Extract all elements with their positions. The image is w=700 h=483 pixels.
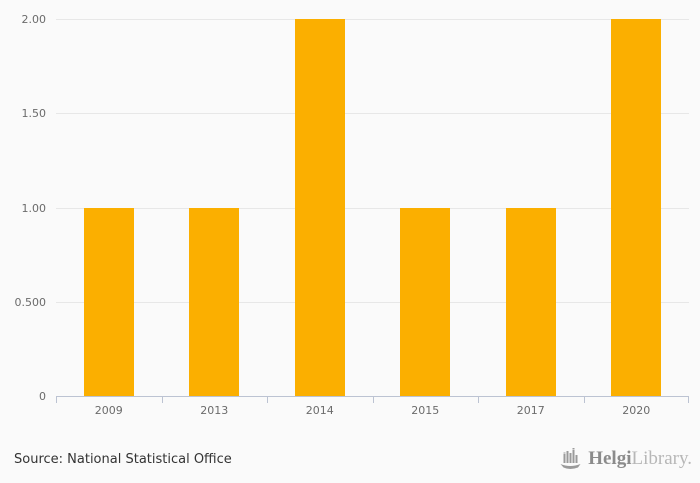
helgi-ship-bar-chart-icon <box>560 448 581 469</box>
bar-2020 <box>611 19 662 396</box>
x-axis-tick <box>478 396 479 403</box>
gridline-0.500 <box>56 301 689 303</box>
bar-2009 <box>83 207 134 396</box>
gridline-2.00 <box>56 19 689 20</box>
x-axis-tick <box>267 396 268 403</box>
x-axis-tick <box>56 396 57 403</box>
helgi-library-logo: HelgiLibrary. <box>559 446 692 472</box>
logo-text-secondary: Library. <box>631 448 693 469</box>
x-tick-label-2015: 2015 <box>411 404 440 417</box>
gridline-1.50 <box>56 113 689 115</box>
y-tick-label-2.00: 2.00 <box>21 13 47 26</box>
bar-2013 <box>189 207 240 396</box>
y-tick-label-0.500: 0.500 <box>14 295 47 309</box>
x-tick-label-2013: 2013 <box>200 404 229 417</box>
source-label: Source: National Statistical Office <box>14 452 232 467</box>
y-tick-label-1.00: 1.00 <box>21 201 47 215</box>
x-axis-tick <box>688 396 689 403</box>
logo-wordmark: HelgiLibrary. <box>588 446 692 472</box>
y-tick-label-0: 0 <box>39 390 46 403</box>
x-tick-label-2009: 2009 <box>94 404 123 417</box>
gridline-1.00 <box>56 207 689 209</box>
x-axis-tick <box>372 396 374 403</box>
x-axis-tick <box>161 396 163 403</box>
y-tick-label-1.50: 1.50 <box>21 107 47 121</box>
logo-text-primary: Helgi <box>588 448 632 469</box>
x-tick-label-2014: 2014 <box>305 404 334 417</box>
x-axis-tick <box>583 396 585 403</box>
x-tick-label-2017: 2017 <box>516 404 545 417</box>
bar-2014 <box>294 19 345 396</box>
x-tick-label-2020: 2020 <box>622 404 651 417</box>
bar-2017 <box>505 207 556 396</box>
plot-area <box>56 19 689 403</box>
bar-2015 <box>400 207 451 396</box>
